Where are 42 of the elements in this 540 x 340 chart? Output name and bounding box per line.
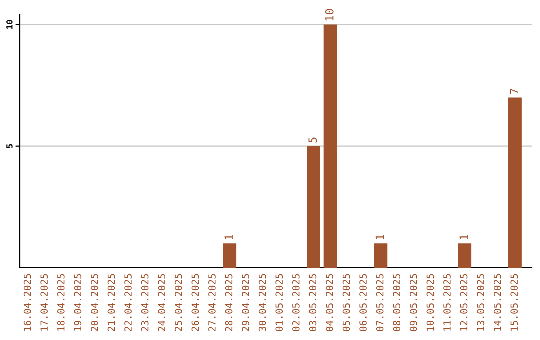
x-tick-label: 27.04.2025 (208, 274, 216, 332)
bar (374, 244, 388, 268)
bar (324, 24, 338, 268)
data-label: 5 (308, 138, 318, 143)
x-tick-label: 02.05.2025 (292, 274, 300, 332)
bar (307, 146, 320, 268)
x-tick-label: 20.04.2025 (91, 274, 98, 332)
x-tick-label: 22.04.2025 (124, 274, 132, 332)
x-tick-label: 10.05.2025 (426, 274, 434, 331)
x-tick-label: 05.05.2025 (342, 274, 350, 332)
x-tick-label: 07.05.2025 (376, 274, 384, 332)
x-tick-label: 26.04.2025 (192, 274, 200, 332)
data-label: 7 (510, 89, 518, 94)
x-tick-label: 01.05.2025 (276, 274, 284, 332)
data-label: 1 (376, 234, 384, 240)
x-tick-label: 18.04.2025 (57, 274, 65, 331)
x-tick-label: 06.05.2025 (360, 274, 367, 332)
x-tick-label: 14.05.2025 (494, 274, 502, 331)
x-tick-label: 24.04.2025 (158, 274, 166, 332)
x-tick-label: 15.05.2025 (510, 274, 518, 331)
data-label: 1 (224, 234, 233, 240)
x-tick-label: 25.04.2025 (174, 274, 182, 332)
x-tick-label: 13.05.2025 (477, 274, 484, 331)
data-label: 1 (460, 234, 468, 240)
bar (508, 98, 522, 268)
x-tick-label: 23.04.2025 (141, 274, 149, 332)
bar (458, 244, 472, 268)
x-tick-label: 03.05.2025 (309, 274, 317, 332)
data-label: 10 (325, 9, 334, 21)
x-tick-label: 17.04.2025 (40, 274, 48, 331)
x-tick-label: 21.04.2025 (108, 274, 116, 332)
x-tick-label: 11.05.2025 (444, 274, 451, 331)
x-tick-label: 19.04.2025 (74, 274, 82, 331)
bar (223, 244, 237, 268)
x-tick-label: 08.05.2025 (393, 274, 401, 332)
x-tick-label: 30.04.2025 (258, 274, 266, 332)
x-tick-label: 09.05.2025 (410, 274, 418, 332)
x-tick-label: 28.04.2025 (225, 274, 233, 332)
x-tick-label: 12.05.2025 (460, 274, 468, 331)
x-tick-label: 16.04.2025 (24, 274, 32, 331)
x-tick-label: 29.04.2025 (242, 274, 250, 332)
x-tick-label: 04.05.2025 (326, 274, 334, 332)
